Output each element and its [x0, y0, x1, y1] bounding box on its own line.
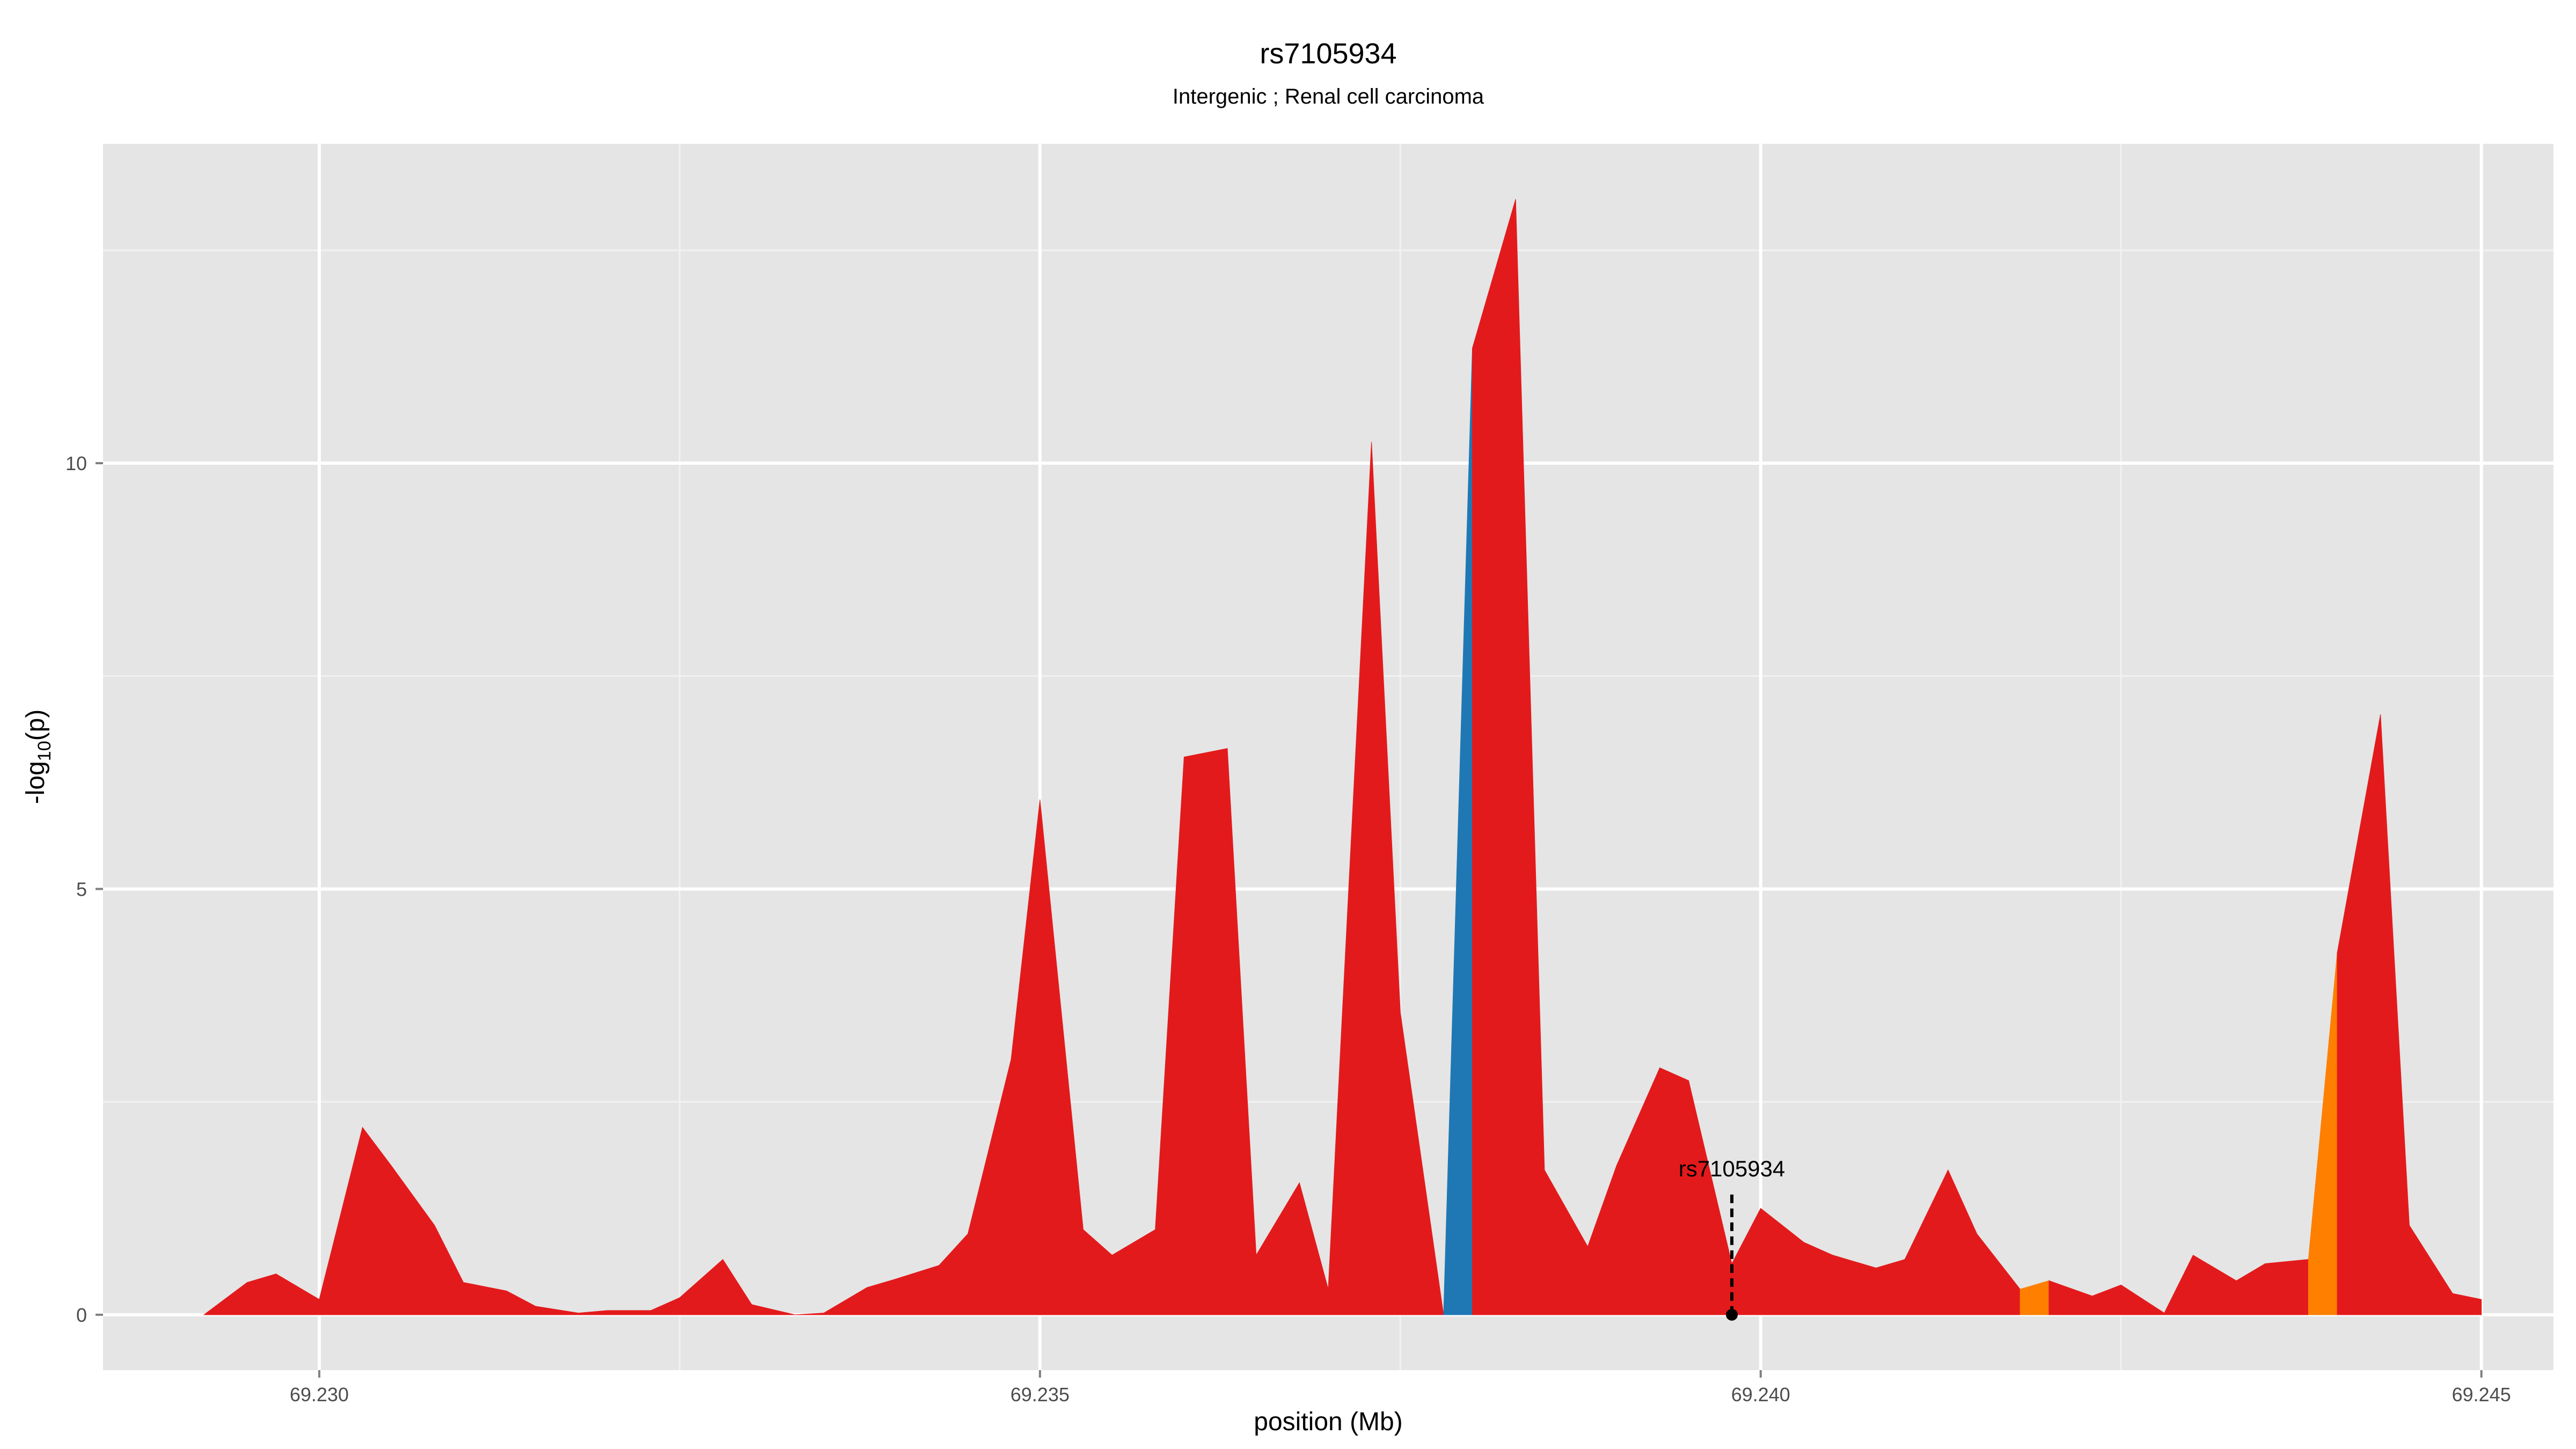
- association-area-series: [203, 199, 2482, 1315]
- y-tick-label: 10: [65, 452, 87, 474]
- plot-panel: [103, 144, 2553, 1370]
- x-tick-label: 69.235: [1011, 1384, 1070, 1406]
- y-tick-label: 0: [76, 1304, 87, 1326]
- x-axis-ticks: 69.230 69.235 69.240 69.245: [290, 1370, 2511, 1406]
- minor-gridlines: [103, 144, 2553, 1370]
- chart-subtitle: Intergenic ; Renal cell carcinoma: [1173, 85, 1484, 108]
- annotation-point: [1726, 1308, 1738, 1321]
- y-axis-ticks: 0 5 10: [65, 452, 103, 1326]
- area-segment-red: [1472, 199, 2021, 1315]
- x-axis-label: position (Mb): [1254, 1408, 1402, 1436]
- y-axis-label: -log10(p): [21, 709, 55, 804]
- x-tick-label: 69.240: [1731, 1384, 1790, 1406]
- lead-snp-annotation: rs7105934: [1679, 1156, 1785, 1321]
- area-segment-red: [203, 442, 1444, 1315]
- annotation-label: rs7105934: [1679, 1156, 1785, 1181]
- x-tick-label: 69.230: [290, 1384, 349, 1406]
- y-tick-label: 5: [76, 878, 87, 900]
- area-segment-red: [2337, 714, 2482, 1315]
- chart-title: rs7105934: [1260, 38, 1396, 70]
- x-tick-label: 69.245: [2452, 1384, 2511, 1406]
